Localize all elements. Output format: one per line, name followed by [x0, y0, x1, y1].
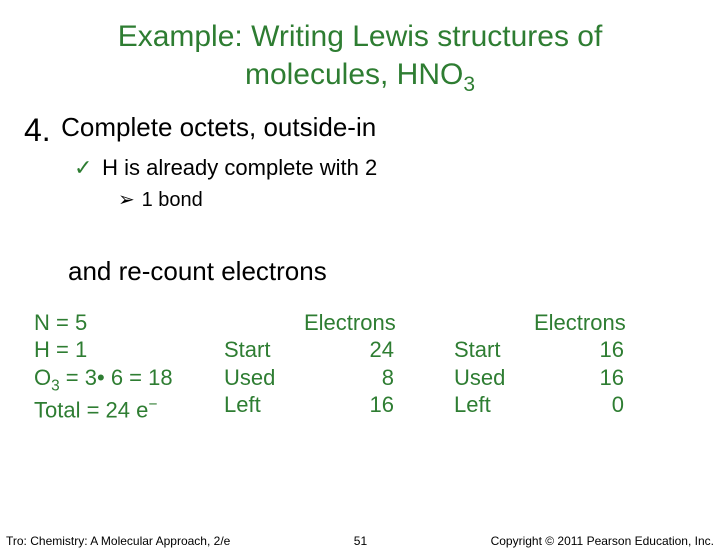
- col2-left-label: Left: [224, 391, 304, 419]
- electron-tally-1: Electrons Start24 Used8 Left16: [224, 309, 454, 424]
- h-line: H = 1: [34, 336, 224, 364]
- col2-left-val: 16: [304, 391, 434, 419]
- col3-start-label: Start: [454, 336, 534, 364]
- title-line2a: molecules, HNO: [245, 58, 463, 91]
- arrow-icon: ➢: [118, 187, 136, 212]
- col2-used-val: 8: [304, 364, 434, 392]
- col3-used-label: Used: [454, 364, 534, 392]
- col2-used-label: Used: [224, 364, 304, 392]
- col3-start-val: 16: [534, 336, 664, 364]
- step-text: Complete octets, outside-in: [61, 112, 376, 143]
- electron-tally-2: Electrons Start16 Used16 Left0: [454, 309, 684, 424]
- n-line: N = 5: [34, 309, 224, 337]
- title-sub3: 3: [463, 73, 475, 96]
- col2-header: Electrons: [304, 309, 434, 337]
- continue-row: and re-count electrons: [68, 256, 720, 287]
- checkmark-icon: ✓: [74, 155, 96, 181]
- footer-page: 51: [354, 534, 367, 548]
- calc-section: N = 5 H = 1 O3 = 3• 6 = 18 Total = 24 e−…: [34, 309, 720, 424]
- footer-right: Copyright © 2011 Pearson Education, Inc.: [491, 534, 714, 548]
- electron-counts-column: N = 5 H = 1 O3 = 3• 6 = 18 Total = 24 e−: [34, 309, 224, 424]
- o-line: O3 = 3• 6 = 18: [34, 364, 224, 396]
- col3-left-val: 0: [534, 391, 664, 419]
- check-text: H is already complete with 2: [102, 155, 377, 180]
- step-number: 4.: [24, 112, 51, 149]
- step-row: 4. Complete octets, outside-in: [24, 112, 720, 149]
- col3-left-label: Left: [454, 391, 534, 419]
- col2-start-val: 24: [304, 336, 434, 364]
- slide-footer: Tro: Chemistry: A Molecular Approach, 2/…: [0, 534, 720, 548]
- col3-used-val: 16: [534, 364, 664, 392]
- check-row: ✓ H is already complete with 2: [74, 155, 720, 181]
- continue-text: and re-count electrons: [68, 256, 327, 286]
- title-line1: Example: Writing Lewis structures of: [118, 20, 603, 53]
- sub-bullet-row: ➢ 1 bond: [118, 187, 720, 212]
- col3-header: Electrons: [534, 309, 664, 337]
- slide-title: Example: Writing Lewis structures of mol…: [0, 18, 720, 98]
- total-line: Total = 24 e−: [34, 395, 224, 424]
- col2-start-label: Start: [224, 336, 304, 364]
- footer-left: Tro: Chemistry: A Molecular Approach, 2/…: [6, 534, 230, 548]
- sub-bullet-text: 1 bond: [142, 189, 203, 211]
